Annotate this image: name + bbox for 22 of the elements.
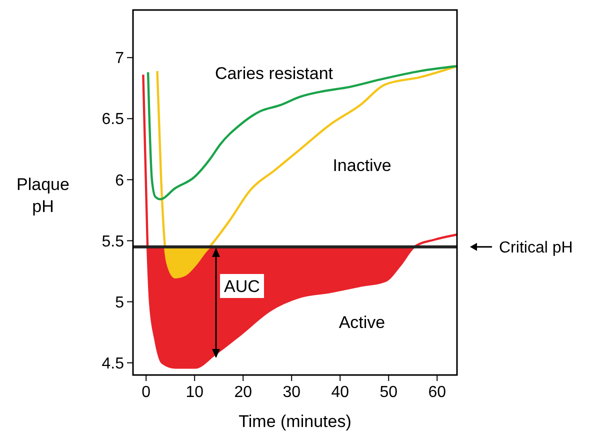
series-label: Inactive bbox=[332, 156, 392, 175]
y-tick-label: 7 bbox=[115, 50, 124, 68]
annotation: AUC bbox=[224, 276, 260, 296]
ref-line-label: Critical pH bbox=[499, 239, 573, 256]
line-series bbox=[156, 65, 458, 278]
y-tick-label: 6.5 bbox=[102, 111, 124, 128]
series-label: Caries resistant bbox=[214, 64, 334, 83]
x-tick-label: 30 bbox=[282, 384, 301, 401]
series-label: Active bbox=[338, 312, 386, 332]
x-tick-label: 20 bbox=[234, 384, 252, 401]
y-tick-label: 5.5 bbox=[102, 233, 124, 250]
y-axis-title: Plaque pH bbox=[16, 175, 70, 216]
x-tick-label: 40 bbox=[331, 384, 350, 401]
x-tick-label: 50 bbox=[380, 384, 398, 401]
y-tick-label: 6 bbox=[115, 172, 124, 190]
x-tick-label: 0 bbox=[142, 384, 151, 401]
y-tick-label: 4.5 bbox=[102, 355, 124, 372]
line-series bbox=[146, 65, 458, 200]
y-tick-label: 5 bbox=[115, 294, 124, 312]
x-axis-title: Time (minutes) bbox=[238, 412, 352, 431]
x-tick-label: 60 bbox=[428, 384, 446, 401]
x-tick-label: 10 bbox=[186, 384, 204, 401]
